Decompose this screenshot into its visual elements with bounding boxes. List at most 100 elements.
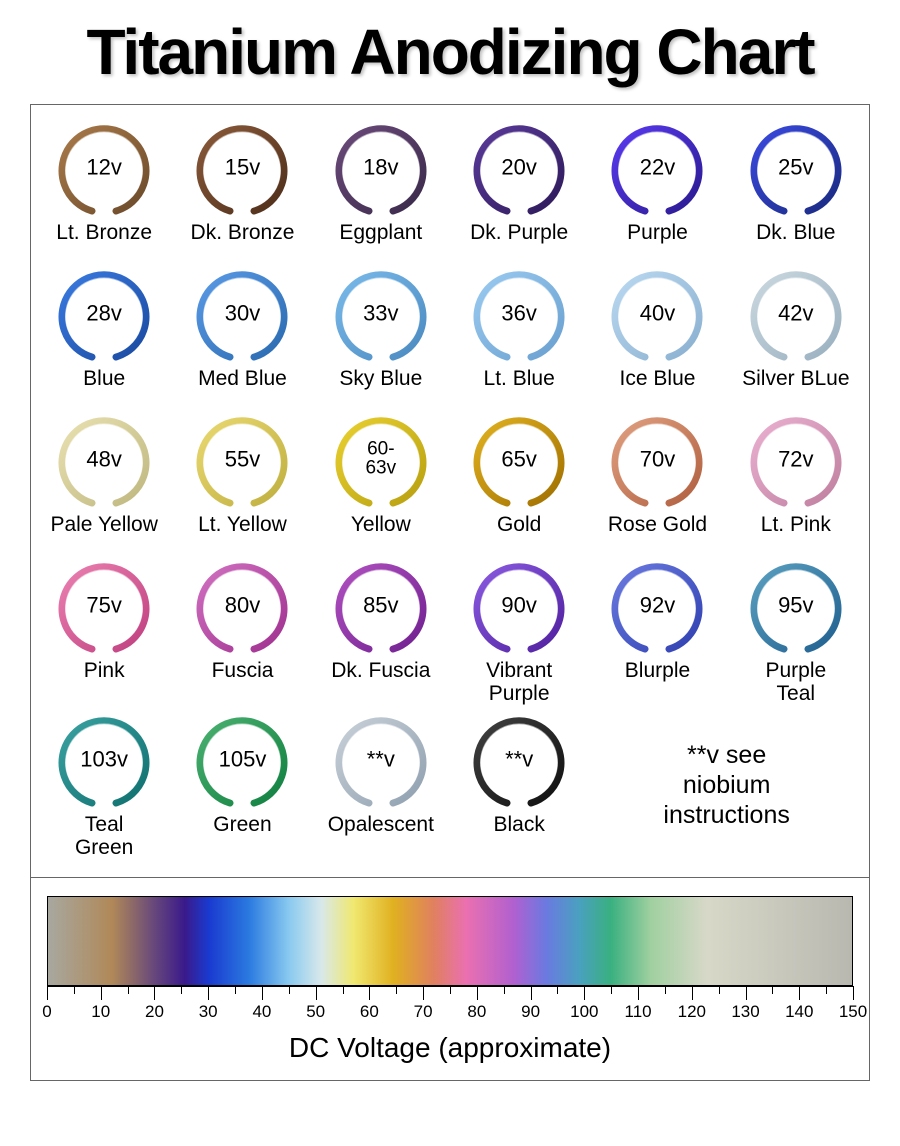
ring-label: Fuscia	[212, 659, 274, 682]
ring-icon: 30v	[192, 265, 292, 365]
ring-cell: 30vMed Blue	[175, 265, 309, 405]
ring-cell: 25v Dk. Blue	[729, 119, 863, 259]
ring-icon: 22v	[607, 119, 707, 219]
ring-voltage: 33v	[331, 303, 431, 325]
axis-tick-label: 80	[467, 1002, 486, 1022]
ring-icon: 12v	[54, 119, 154, 219]
axis-tick	[316, 986, 317, 1000]
ring-label: Silver BLue	[742, 367, 849, 390]
ring-grid: 12vLt. Bronze15vDk. Bronze18vEggplant20v…	[30, 104, 870, 878]
ring-voltage: **v	[331, 749, 431, 771]
ring-voltage: 90v	[469, 595, 569, 617]
axis-tick-label: 150	[839, 1002, 867, 1022]
axis-tick-label: 50	[306, 1002, 325, 1022]
ring-icon: 25v	[746, 119, 846, 219]
axis-tick	[584, 986, 585, 1000]
ring-voltage: 42v	[746, 303, 846, 325]
axis-tick-label: 70	[414, 1002, 433, 1022]
axis-tick	[692, 986, 693, 1000]
ring-cell: 20v Dk. Purple	[452, 119, 586, 259]
axis-tick-label: 30	[199, 1002, 218, 1022]
ring-label: Dk. Bronze	[191, 221, 295, 244]
ring-cell: 65vGold	[452, 411, 586, 551]
axis-tick-label: 100	[570, 1002, 598, 1022]
ring-cell: 15vDk. Bronze	[175, 119, 309, 259]
ring-label: Lt. Yellow	[198, 513, 287, 536]
ring-label: Teal Green	[75, 813, 133, 859]
spectrum-bar	[47, 896, 853, 986]
axis-tick-label: 140	[785, 1002, 813, 1022]
axis-tick-label: 10	[91, 1002, 110, 1022]
ring-cell: **v Opalescent	[314, 711, 448, 859]
ring-label: Sky Blue	[339, 367, 422, 390]
ring-voltage: 103v	[54, 749, 154, 771]
ring-label: Purple	[627, 221, 688, 244]
axis-tick-label: 130	[731, 1002, 759, 1022]
axis-tick-label: 110	[625, 1002, 652, 1022]
ring-icon: **v	[331, 711, 431, 811]
ring-icon: 72v	[746, 411, 846, 511]
ring-label: Rose Gold	[608, 513, 707, 536]
ring-voltage: **v	[469, 749, 569, 771]
ring-label: Lt. Bronze	[56, 221, 152, 244]
page-title: Titanium Anodizing Chart	[30, 20, 870, 84]
ring-icon: 42v	[746, 265, 846, 365]
ring-voltage: 75v	[54, 595, 154, 617]
ring-voltage: 95v	[746, 595, 846, 617]
ring-voltage: 12v	[54, 157, 154, 179]
ring-voltage: 28v	[54, 303, 154, 325]
ring-voltage: 48v	[54, 449, 154, 471]
ring-voltage: 20v	[469, 157, 569, 179]
ring-cell: 85v Dk. Fuscia	[314, 557, 448, 705]
ring-cell: **vBlack	[452, 711, 586, 859]
axis-tick	[101, 986, 102, 1000]
ring-cell: 103v Teal Green	[37, 711, 171, 859]
ring-label: Lt. Pink	[761, 513, 831, 536]
ring-icon: 28v	[54, 265, 154, 365]
axis-tick	[853, 986, 854, 1000]
ring-label: Dk. Fuscia	[331, 659, 430, 682]
ring-label: Yellow	[351, 513, 411, 536]
ring-icon: 105v	[192, 711, 292, 811]
ring-label: Lt. Blue	[484, 367, 555, 390]
ring-label: Dk. Blue	[756, 221, 835, 244]
ring-icon: 40v	[607, 265, 707, 365]
axis-tick	[208, 986, 209, 1000]
ring-icon: 90v	[469, 557, 569, 657]
niobium-note: **v see niobium instructions	[590, 711, 863, 859]
ring-voltage: 85v	[331, 595, 431, 617]
ring-voltage: 60- 63v	[331, 440, 431, 478]
ring-icon: 92v	[607, 557, 707, 657]
ring-cell: 90vVibrant Purple	[452, 557, 586, 705]
ring-cell: 36vLt. Blue	[452, 265, 586, 405]
ring-voltage: 25v	[746, 157, 846, 179]
ring-cell: 105vGreen	[175, 711, 309, 859]
ring-voltage: 92v	[607, 595, 707, 617]
axis-tick	[47, 986, 48, 1000]
ring-label: Green	[213, 813, 271, 836]
axis-tick-label: 20	[145, 1002, 164, 1022]
ring-cell: 75vPink	[37, 557, 171, 705]
ring-icon: 80v	[192, 557, 292, 657]
ring-icon: 70v	[607, 411, 707, 511]
ring-icon: 18v	[331, 119, 431, 219]
ring-cell: 72vLt. Pink	[729, 411, 863, 551]
ring-label: Opalescent	[328, 813, 434, 836]
ring-cell: 80vFuscia	[175, 557, 309, 705]
ring-icon: 60- 63v	[331, 411, 431, 511]
axis-tick	[531, 986, 532, 1000]
ring-cell: 12v Lt. Bronze	[37, 119, 171, 259]
axis-tick	[262, 986, 263, 1000]
ring-label: Dk. Purple	[470, 221, 568, 244]
ring-cell: 70v Rose Gold	[590, 411, 724, 551]
ring-cell: 33v Sky Blue	[314, 265, 448, 405]
ring-label: Purple Teal	[765, 659, 826, 705]
ring-icon: 48v	[54, 411, 154, 511]
ring-icon: 85v	[331, 557, 431, 657]
ring-voltage: 40v	[607, 303, 707, 325]
ring-voltage: 70v	[607, 449, 707, 471]
ring-icon: 36v	[469, 265, 569, 365]
ring-icon: 55v	[192, 411, 292, 511]
ring-cell: 48vPale Yellow	[37, 411, 171, 551]
ring-voltage: 18v	[331, 157, 431, 179]
